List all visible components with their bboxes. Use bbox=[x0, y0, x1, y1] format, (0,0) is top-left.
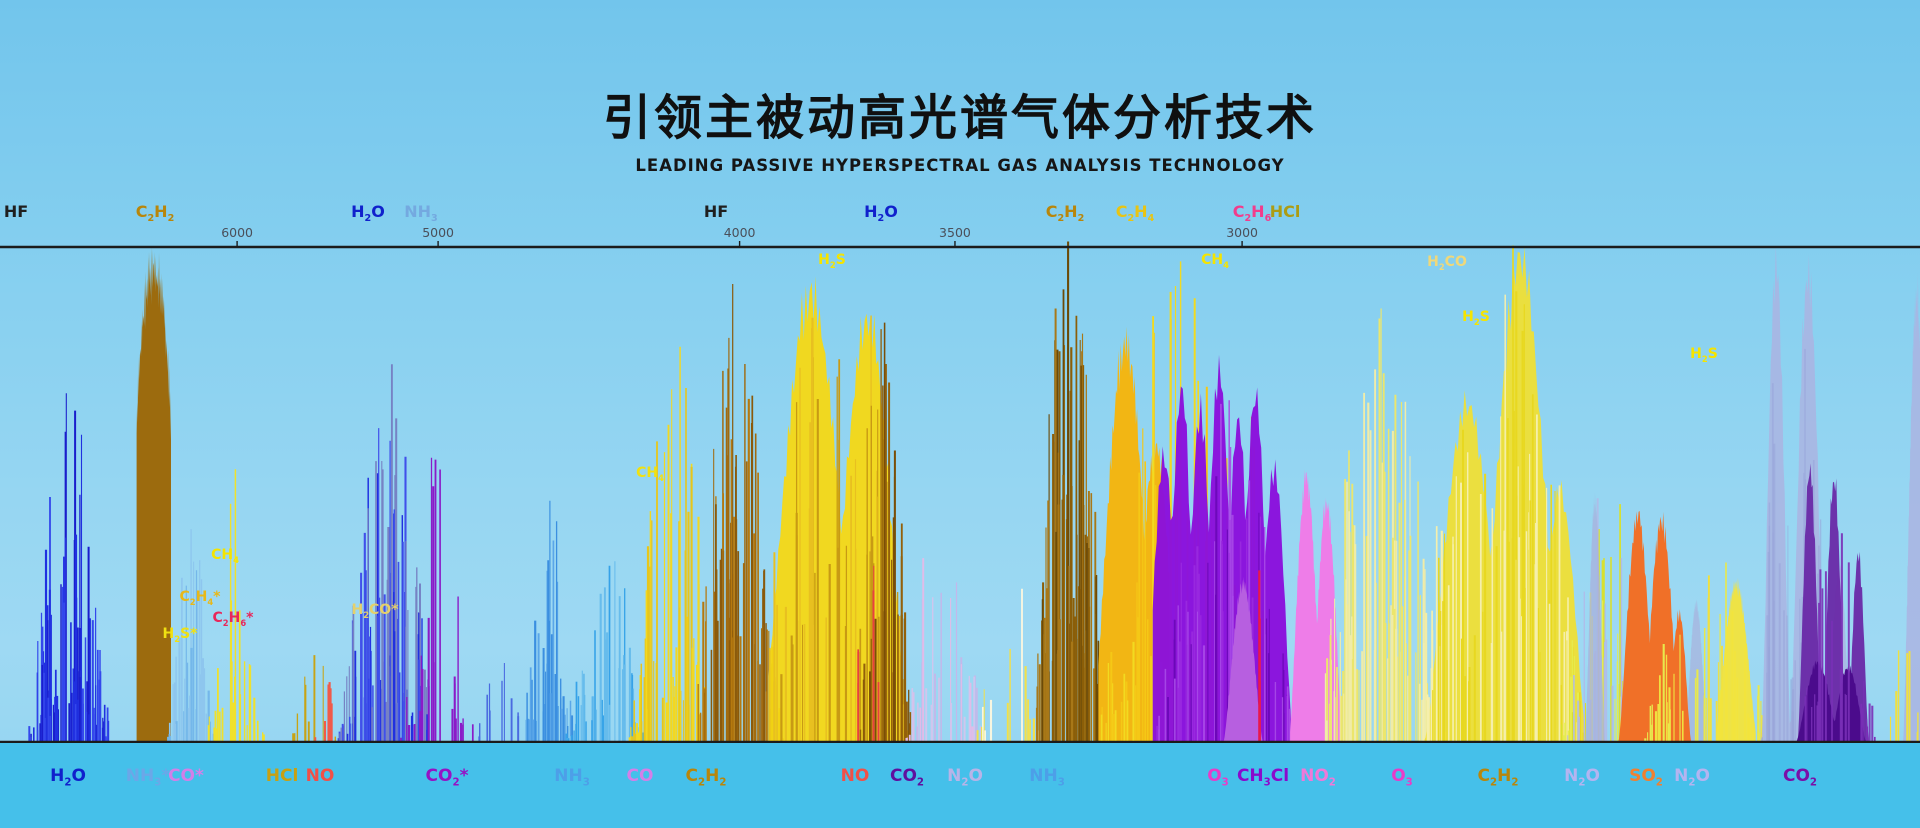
top-tick-label: 6000 bbox=[221, 225, 253, 240]
band-C2H2-2.5 bbox=[697, 284, 785, 742]
band-yellow-edge bbox=[1889, 650, 1919, 742]
band-paleyellow-3.55 bbox=[1324, 308, 1448, 742]
band-pale-2.84 bbox=[905, 558, 981, 742]
band-NH3s-1.58 bbox=[167, 529, 216, 742]
band-lav-edge-4.44 bbox=[1900, 272, 1920, 742]
band-yellow-3.75-spikes bbox=[1421, 245, 1585, 742]
top-tick-label: 3000 bbox=[1226, 225, 1258, 240]
band-lav-hump-4.08 bbox=[1685, 598, 1708, 742]
page-title: 引领主被动高光谱气体分析技术 bbox=[602, 90, 1317, 146]
band-orchid-inner-fill bbox=[1222, 576, 1269, 742]
band-NO-2.7 bbox=[857, 565, 880, 742]
band-yellow-4.15-fill bbox=[1716, 577, 1756, 742]
spectral-bands bbox=[28, 241, 1920, 743]
top-tick-label: 5000 bbox=[422, 225, 454, 240]
band-H2O-1.39 bbox=[28, 393, 110, 742]
band-sparse-2.94 bbox=[976, 588, 1040, 742]
band-NO2-pink-fill bbox=[1290, 469, 1344, 742]
band-H2O-1.9 bbox=[337, 364, 430, 742]
band-NH3-3.05 bbox=[1035, 241, 1111, 742]
band-yellow-2.37 bbox=[628, 346, 707, 742]
band-SO2-fill bbox=[1617, 511, 1692, 742]
band-NH3-2.18 bbox=[525, 500, 574, 742]
band-CO2s-2.0 bbox=[400, 457, 474, 742]
below-axis-strip bbox=[0, 743, 1920, 828]
band-CH3Cl-fill bbox=[1152, 354, 1298, 742]
band-crimson-streak bbox=[1258, 570, 1261, 742]
band-lav-hump-3.92 bbox=[1585, 491, 1605, 742]
band-blue-2.1 bbox=[478, 663, 520, 742]
top-tick-label: 3500 bbox=[939, 225, 971, 240]
page-subtitle: LEADING PASSIVE HYPERSPECTRAL GAS ANALYS… bbox=[635, 156, 1285, 175]
band-purple-spikes-4.3 bbox=[1804, 533, 1876, 742]
band-C2H2-1.53-fill bbox=[136, 246, 171, 742]
band-CO-2.3 bbox=[565, 561, 649, 742]
band-CH4-1.66 bbox=[207, 469, 265, 742]
top-tick-label: 4000 bbox=[724, 225, 756, 240]
band-brown-2.74 bbox=[859, 322, 912, 742]
